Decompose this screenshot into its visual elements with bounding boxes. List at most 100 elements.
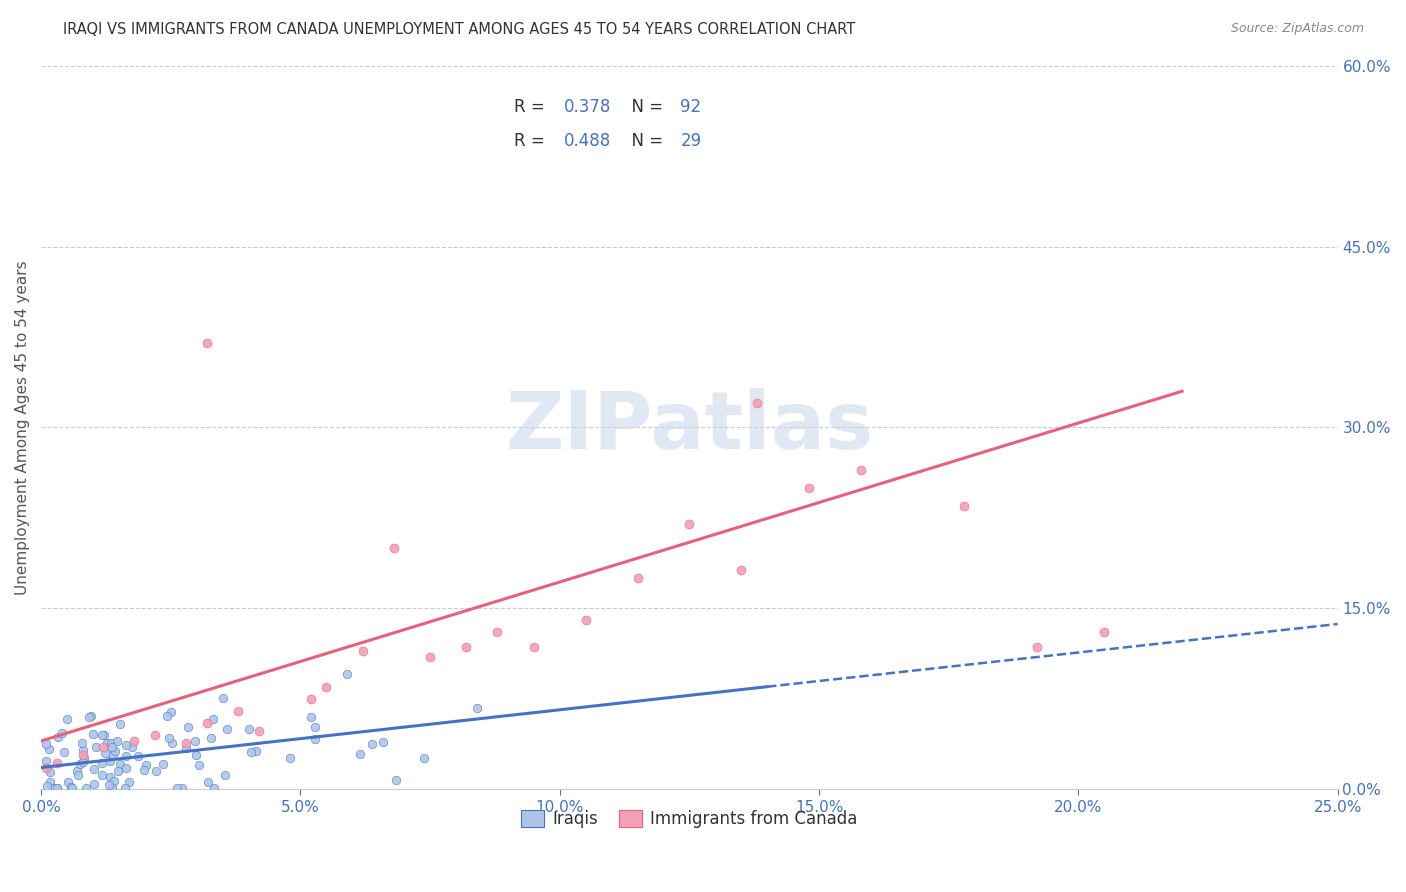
Point [72, 748, 94, 763]
Point [132, 763, 155, 777]
Point [626, 571, 648, 585]
Point [93, 728, 115, 742]
Point [240, 745, 263, 759]
Point [35, 755, 58, 769]
Text: N =: N = [620, 132, 668, 150]
Point [39, 764, 62, 779]
Point [382, 541, 405, 555]
Point [201, 712, 224, 726]
Point [745, 396, 768, 410]
Point [177, 721, 200, 735]
Point [46, 780, 69, 795]
Point [152, 757, 174, 772]
Point [278, 751, 301, 765]
Point [195, 336, 218, 351]
Point [37, 779, 59, 793]
Point [98, 755, 121, 769]
Point [200, 731, 222, 745]
Point [91, 728, 114, 742]
Point [523, 640, 546, 654]
Point [575, 613, 598, 627]
Point [678, 516, 700, 531]
Point [135, 758, 157, 772]
Point [38, 775, 60, 789]
Point [197, 774, 219, 789]
Point [69, 756, 91, 771]
Point [101, 780, 124, 795]
Text: N =: N = [620, 98, 668, 116]
Point [385, 772, 408, 787]
Point [38, 741, 60, 756]
Point [849, 462, 872, 476]
Point [58, 775, 80, 789]
Point [157, 731, 180, 745]
Point [195, 715, 218, 730]
Point [72, 742, 94, 756]
Point [304, 731, 326, 746]
Point [145, 764, 167, 778]
Point [46, 780, 69, 795]
Point [730, 563, 752, 577]
Point [1025, 640, 1047, 654]
Point [215, 722, 238, 736]
Point [52, 745, 75, 759]
Point [166, 780, 188, 795]
Point [245, 744, 267, 758]
Point [315, 680, 337, 694]
Point [84, 739, 107, 754]
Point [124, 734, 146, 748]
Point [184, 733, 207, 747]
Point [46, 730, 69, 744]
Text: 29: 29 [681, 132, 702, 150]
Point [465, 701, 488, 715]
Point [160, 736, 183, 750]
Point [107, 764, 129, 778]
Point [114, 761, 136, 775]
Point [373, 735, 395, 749]
Point [419, 649, 441, 664]
Text: R =: R = [515, 132, 550, 150]
Point [60, 780, 83, 795]
Point [97, 778, 120, 792]
Point [75, 780, 97, 795]
Text: Source: ZipAtlas.com: Source: ZipAtlas.com [1230, 22, 1364, 36]
Point [41, 780, 63, 795]
Point [96, 736, 118, 750]
Point [59, 780, 82, 794]
Point [174, 740, 197, 755]
Point [202, 780, 225, 795]
Point [110, 756, 132, 771]
Point [247, 724, 270, 739]
Point [1092, 625, 1115, 640]
Point [114, 780, 136, 795]
Point [114, 738, 136, 752]
Point [361, 737, 384, 751]
Point [35, 760, 58, 774]
Text: IRAQI VS IMMIGRANTS FROM CANADA UNEMPLOYMENT AMONG AGES 45 TO 54 YEARS CORRELATI: IRAQI VS IMMIGRANTS FROM CANADA UNEMPLOY… [63, 22, 855, 37]
Point [93, 746, 115, 760]
Point [35, 737, 58, 751]
Point [160, 706, 183, 720]
Text: 0.488: 0.488 [564, 132, 610, 150]
Point [238, 723, 260, 737]
Point [80, 708, 103, 723]
Point [121, 740, 143, 755]
Point [56, 712, 79, 726]
Point [412, 751, 434, 765]
Point [101, 748, 124, 763]
Point [72, 756, 94, 770]
Point [66, 768, 89, 782]
Point [66, 764, 89, 779]
Point [82, 727, 104, 741]
Point [352, 643, 374, 657]
Point [304, 720, 326, 734]
Text: 0.378: 0.378 [564, 98, 612, 116]
Point [127, 749, 149, 764]
Point [45, 756, 67, 770]
Y-axis label: Unemployment Among Ages 45 to 54 years: Unemployment Among Ages 45 to 54 years [15, 260, 30, 595]
Point [797, 481, 820, 495]
Point [172, 780, 194, 795]
Point [486, 625, 509, 640]
Point [184, 748, 207, 763]
Point [105, 733, 128, 747]
